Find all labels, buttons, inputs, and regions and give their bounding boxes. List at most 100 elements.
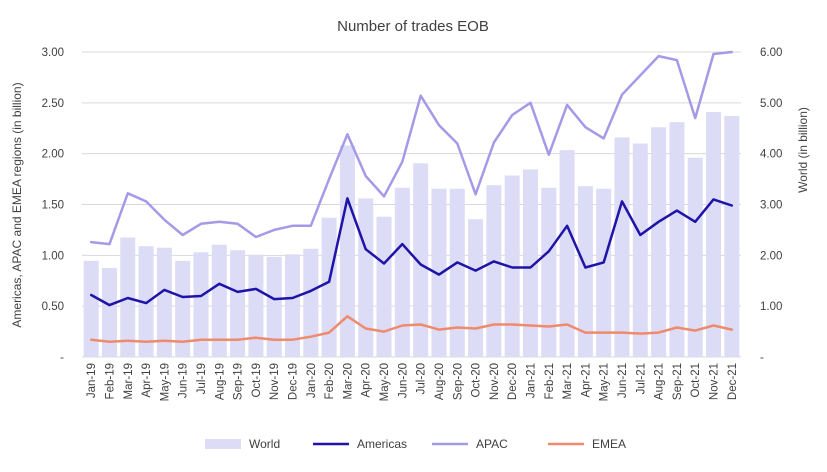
chart-title: Number of trades EOB bbox=[337, 18, 489, 35]
bar-world bbox=[175, 260, 191, 357]
x-axis-ticks: Jan-19 Feb-19 Mar-19 Apr-19 May-19 Jun-19 Jul-… bbox=[86, 363, 739, 401]
x-tick-label: Aug-21 bbox=[654, 363, 666, 400]
x-tick-label: Aug-20 bbox=[434, 363, 446, 400]
line-apac bbox=[89, 50, 734, 246]
bar-world bbox=[303, 248, 319, 357]
bar-world bbox=[431, 188, 447, 357]
bar-world bbox=[724, 116, 740, 357]
y-tick-label: 2.00 bbox=[42, 149, 64, 161]
x-tick-label: Jul-20 bbox=[416, 363, 428, 394]
x-tick-label: Aug-19 bbox=[214, 363, 226, 400]
x-tick-label: Oct-20 bbox=[471, 363, 483, 398]
x-tick-label: Sep-21 bbox=[672, 363, 684, 400]
bar-world bbox=[559, 150, 575, 357]
x-tick-label: May-21 bbox=[599, 363, 611, 401]
x-tick-label: Jun-21 bbox=[617, 363, 629, 398]
bar-world bbox=[522, 169, 538, 357]
x-tick-label: May-19 bbox=[159, 363, 171, 401]
bar-world bbox=[614, 137, 630, 357]
bar-world bbox=[211, 244, 227, 357]
x-tick-label: Mar-21 bbox=[562, 363, 574, 399]
x-tick-label: Mar-20 bbox=[342, 363, 354, 399]
bar-world bbox=[706, 111, 722, 357]
bar-world bbox=[248, 254, 264, 357]
y-tick-label: - bbox=[60, 352, 64, 364]
bar-world bbox=[230, 250, 246, 357]
x-tick-label: Apr-21 bbox=[580, 363, 592, 398]
bar-world bbox=[468, 219, 484, 357]
bar-world bbox=[596, 188, 612, 357]
x-tick-label: Nov-19 bbox=[269, 363, 281, 400]
left-axis-ticks: - 0.50 1.00 1.50 2.00 2.50 3.00 bbox=[42, 47, 65, 364]
bar-world bbox=[577, 186, 593, 357]
x-tick-label: Dec-21 bbox=[727, 363, 739, 400]
y2-tick-label: 3.00 bbox=[760, 200, 782, 212]
region-lines bbox=[89, 50, 734, 344]
x-tick-label: Dec-19 bbox=[288, 363, 300, 400]
world-bars bbox=[83, 111, 740, 358]
y-tick-label: 0.50 bbox=[42, 301, 64, 313]
x-tick-label: Jun-20 bbox=[397, 363, 409, 398]
x-tick-label: Mar-19 bbox=[123, 363, 135, 399]
bar-world bbox=[651, 127, 667, 357]
x-tick-label: Feb-21 bbox=[544, 363, 556, 399]
x-tick-label: Sep-19 bbox=[233, 363, 245, 400]
bar-world bbox=[101, 268, 117, 357]
bar-world bbox=[449, 188, 465, 357]
bar-world bbox=[669, 122, 685, 358]
gridlines bbox=[82, 51, 741, 358]
bar-world bbox=[193, 252, 209, 357]
y-tick-label: 3.00 bbox=[42, 47, 64, 59]
x-tick-label: Jan-21 bbox=[525, 363, 537, 398]
y2-tick-label: 5.00 bbox=[760, 98, 782, 110]
bar-world bbox=[83, 260, 99, 357]
x-tick-label: Jan-20 bbox=[306, 363, 318, 398]
bar-world bbox=[266, 256, 282, 357]
bar-world bbox=[376, 216, 392, 357]
left-axis-label: Americas, APAC and EMEA regions (in bill… bbox=[10, 82, 24, 327]
x-tick-label: May-20 bbox=[379, 363, 391, 401]
legend: World Americas APAC EMEA bbox=[205, 437, 626, 451]
y2-tick-label: 2.00 bbox=[760, 250, 782, 262]
x-tick-label: Nov-20 bbox=[489, 363, 501, 400]
y-tick-label: 1.00 bbox=[42, 250, 64, 262]
x-tick-label: Apr-20 bbox=[361, 363, 373, 398]
bar-world bbox=[413, 163, 429, 357]
bar-world bbox=[285, 254, 301, 357]
bar-world bbox=[486, 185, 502, 357]
x-tick-label: Dec-20 bbox=[507, 363, 519, 400]
legend-label: Americas bbox=[357, 437, 407, 451]
x-tick-label: Apr-19 bbox=[141, 363, 153, 398]
legend-label: EMEA bbox=[592, 437, 626, 451]
x-tick-label: Sep-20 bbox=[452, 363, 464, 400]
y2-tick-label: 4.00 bbox=[760, 149, 782, 161]
legend-swatch-world bbox=[205, 439, 241, 449]
bar-world bbox=[541, 187, 557, 357]
x-tick-label: Jul-21 bbox=[635, 363, 647, 394]
x-tick-label: Feb-19 bbox=[104, 363, 116, 399]
x-tick-label: Jul-19 bbox=[196, 363, 208, 394]
legend-label: World bbox=[249, 437, 280, 451]
bar-world bbox=[687, 157, 703, 357]
y-tick-label: 1.50 bbox=[42, 200, 64, 212]
y-tick-label: 2.50 bbox=[42, 98, 64, 110]
x-tick-label: Oct-21 bbox=[690, 363, 702, 398]
right-axis-label: World (in billion) bbox=[796, 107, 810, 193]
line-emea bbox=[89, 315, 734, 344]
bar-world bbox=[358, 198, 374, 357]
x-tick-label: Jan-19 bbox=[86, 363, 98, 398]
y2-tick-label: 6.00 bbox=[760, 47, 782, 59]
bar-world bbox=[632, 143, 648, 357]
x-tick-label: Feb-20 bbox=[324, 363, 336, 399]
bar-world bbox=[321, 217, 337, 357]
bar-world bbox=[156, 247, 172, 357]
legend-label: APAC bbox=[476, 437, 508, 451]
x-tick-label: Oct-19 bbox=[251, 363, 263, 398]
bar-world bbox=[394, 187, 410, 357]
y2-tick-label: 1.00 bbox=[760, 301, 782, 313]
y2-tick-label: - bbox=[760, 352, 764, 364]
bar-world bbox=[339, 145, 355, 357]
right-axis-ticks: - 1.00 2.00 3.00 4.00 5.00 6.00 bbox=[760, 47, 782, 364]
line-americas bbox=[89, 197, 734, 307]
